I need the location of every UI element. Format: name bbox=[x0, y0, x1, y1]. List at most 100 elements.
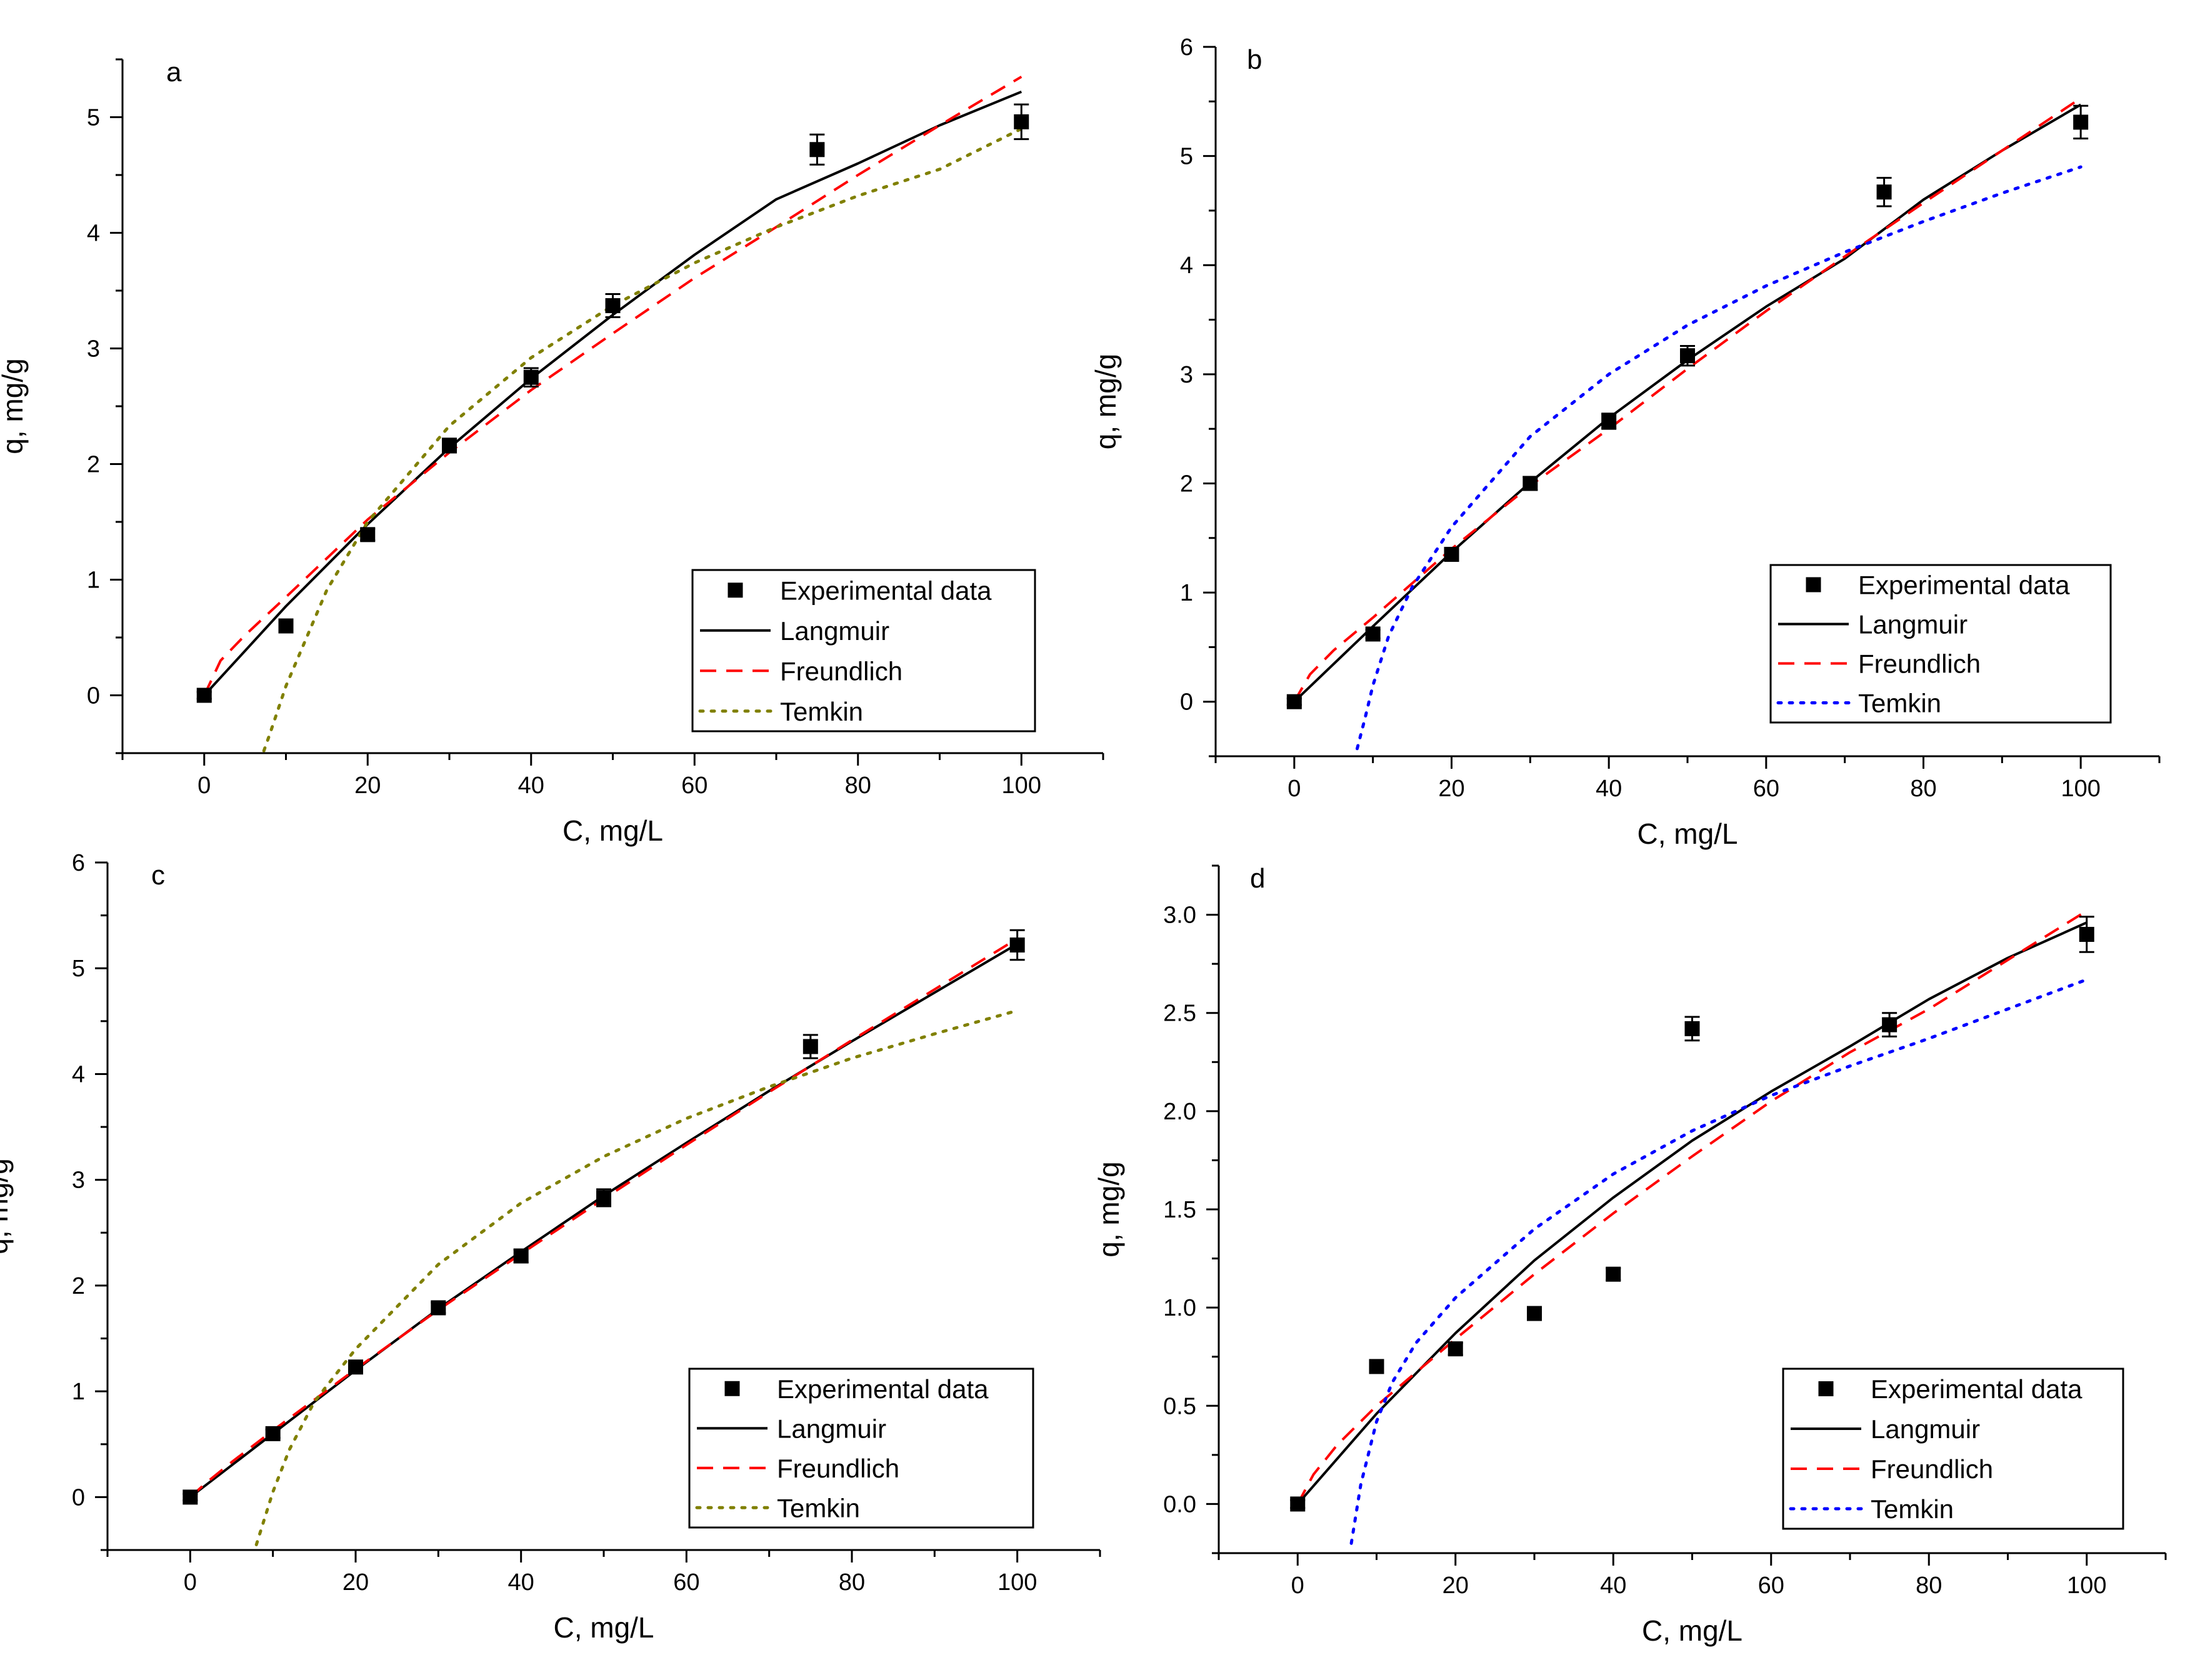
experimental-point bbox=[605, 298, 621, 314]
y-axis-label: q, mg/g bbox=[1092, 1161, 1125, 1257]
x-tick-label: 80 bbox=[845, 772, 871, 799]
y-axis-label: q, mg/g bbox=[1089, 354, 1122, 449]
panel-letter: b bbox=[1247, 44, 1262, 75]
y-tick-label: 0 bbox=[1180, 689, 1193, 716]
x-tick-label: 80 bbox=[1916, 1572, 1942, 1599]
experimental-point bbox=[809, 142, 825, 158]
series-freundlich-line bbox=[1296, 909, 2088, 1505]
y-axis-label: q, mg/g bbox=[0, 1158, 14, 1254]
experimental-point bbox=[1369, 1359, 1384, 1374]
legend-label: Freundlich bbox=[1871, 1454, 1993, 1484]
series-temkin-line bbox=[1356, 165, 2082, 751]
chart-panel-a: 0 20 40 60 80 100 0 1 2 3 4 5 C, mg/L q, mg/g a Experim… bbox=[0, 57, 1104, 847]
legend: Experimental data Langmuir Freundlich Temki… bbox=[1769, 564, 2112, 724]
y-tick-label: 2 bbox=[72, 1273, 85, 1299]
experimental-point bbox=[1684, 1021, 1700, 1036]
y-tick-label: 4 bbox=[1180, 252, 1193, 279]
legend-label: Langmuir bbox=[1858, 610, 1968, 639]
experimental-point bbox=[182, 1489, 198, 1505]
experimental-point bbox=[2079, 927, 2094, 942]
x-tick-label: 0 bbox=[184, 1569, 197, 1596]
series-temkin-line bbox=[262, 127, 1023, 752]
x-tick-label: 100 bbox=[2067, 1572, 2106, 1599]
legend-box bbox=[688, 1368, 1034, 1529]
experimental-point bbox=[360, 527, 376, 542]
experimental-point bbox=[1448, 1341, 1463, 1357]
y-tick-label: 0 bbox=[87, 683, 100, 709]
x-tick-label: 20 bbox=[1442, 1572, 1469, 1599]
y-tick-label: 4 bbox=[87, 221, 100, 247]
y-tick-label: 2.0 bbox=[1163, 1099, 1196, 1125]
legend-label: Freundlich bbox=[1858, 649, 1981, 679]
x-tick-label: 20 bbox=[1438, 776, 1464, 802]
y-tick-label: 2 bbox=[87, 452, 100, 478]
panel-letter: a bbox=[166, 57, 182, 88]
legend-label: Experimental data bbox=[777, 1374, 989, 1404]
legend-marker-experimental bbox=[728, 582, 743, 598]
experimental-point bbox=[513, 1248, 529, 1264]
y-tick-label: 5 bbox=[1180, 144, 1193, 170]
y-tick-label: 1.5 bbox=[1163, 1197, 1196, 1223]
y-tick-label: 5 bbox=[87, 105, 100, 131]
experimental-point bbox=[442, 438, 457, 453]
chart-panel-d: 0 20 40 60 80 100 0.0 0.5 1.0 1.5 2.0 2.5 3.0 C, mg/L… bbox=[1092, 863, 2167, 1647]
chart-panel-b: 0 20 40 60 80 100 0 1 2 3 4 5 6 C, mg/L q, mg/g b Experi… bbox=[1089, 34, 2161, 850]
x-tick-label: 0 bbox=[1291, 1572, 1304, 1599]
legend-marker-experimental bbox=[1806, 577, 1821, 592]
y-tick-label: 1 bbox=[87, 568, 100, 594]
experimental-point bbox=[1680, 348, 1695, 364]
y-axis-label: q, mg/g bbox=[0, 358, 29, 454]
legend-label: Freundlich bbox=[777, 1454, 899, 1483]
x-axis-label: C, mg/L bbox=[553, 1611, 654, 1644]
y-tick-label: 3 bbox=[72, 1168, 85, 1194]
series-freundlich-line bbox=[189, 938, 1018, 1498]
legend-label: Experimental data bbox=[1858, 571, 2070, 600]
y-tick-label: 0.0 bbox=[1163, 1491, 1196, 1518]
experimental-point bbox=[278, 618, 294, 634]
x-tick-label: 20 bbox=[354, 772, 381, 799]
x-axis-label: C, mg/L bbox=[562, 814, 663, 847]
x-tick-label: 100 bbox=[1002, 772, 1041, 799]
legend-label: Experimental data bbox=[780, 576, 992, 605]
experimental-point bbox=[1286, 694, 1302, 709]
experimental-point bbox=[523, 369, 539, 385]
experimental-point bbox=[348, 1359, 363, 1375]
y-tick-label: 3 bbox=[1180, 362, 1193, 388]
x-tick-label: 40 bbox=[1596, 776, 1622, 802]
legend: Experimental data Langmuir Freundlich Temki… bbox=[691, 569, 1036, 732]
x-tick-label: 60 bbox=[681, 772, 708, 799]
legend-box bbox=[691, 569, 1036, 732]
experimental-point bbox=[431, 1300, 446, 1316]
experimental-point bbox=[2073, 114, 2089, 130]
experimental-point bbox=[1527, 1306, 1542, 1321]
experimental-point bbox=[196, 688, 212, 703]
experimental-point bbox=[1522, 476, 1538, 491]
experimental-point bbox=[1290, 1496, 1306, 1512]
x-tick-label: 20 bbox=[342, 1569, 369, 1596]
x-tick-label: 40 bbox=[1600, 1572, 1626, 1599]
legend-marker-experimental bbox=[724, 1381, 740, 1396]
x-tick-label: 0 bbox=[1288, 776, 1301, 802]
experimental-point bbox=[1365, 626, 1381, 642]
legend-marker-experimental bbox=[1818, 1381, 1834, 1396]
y-tick-label: 6 bbox=[72, 850, 85, 876]
series-freundlich-line bbox=[202, 76, 1022, 696]
fit-curves bbox=[1296, 909, 2089, 1545]
legend-box bbox=[1769, 564, 2112, 724]
y-tick-label: 1 bbox=[1180, 580, 1193, 606]
panel-letter: d bbox=[1250, 863, 1265, 894]
legend-box bbox=[1782, 1368, 2124, 1530]
x-axis-label: C, mg/L bbox=[1637, 818, 1738, 850]
experimental-point bbox=[1014, 114, 1029, 129]
legend-label: Freundlich bbox=[780, 656, 902, 686]
panel-letter: c bbox=[151, 860, 165, 891]
series-temkin-line bbox=[254, 1009, 1019, 1546]
y-tick-label: 3.0 bbox=[1163, 902, 1196, 929]
experimental-point bbox=[1876, 184, 1892, 200]
x-tick-label: 40 bbox=[508, 1569, 534, 1596]
experimental-point bbox=[1444, 546, 1459, 562]
y-tick-label: 0 bbox=[72, 1484, 85, 1511]
series-freundlich-line bbox=[1293, 97, 2082, 702]
x-tick-label: 100 bbox=[2061, 776, 2100, 802]
